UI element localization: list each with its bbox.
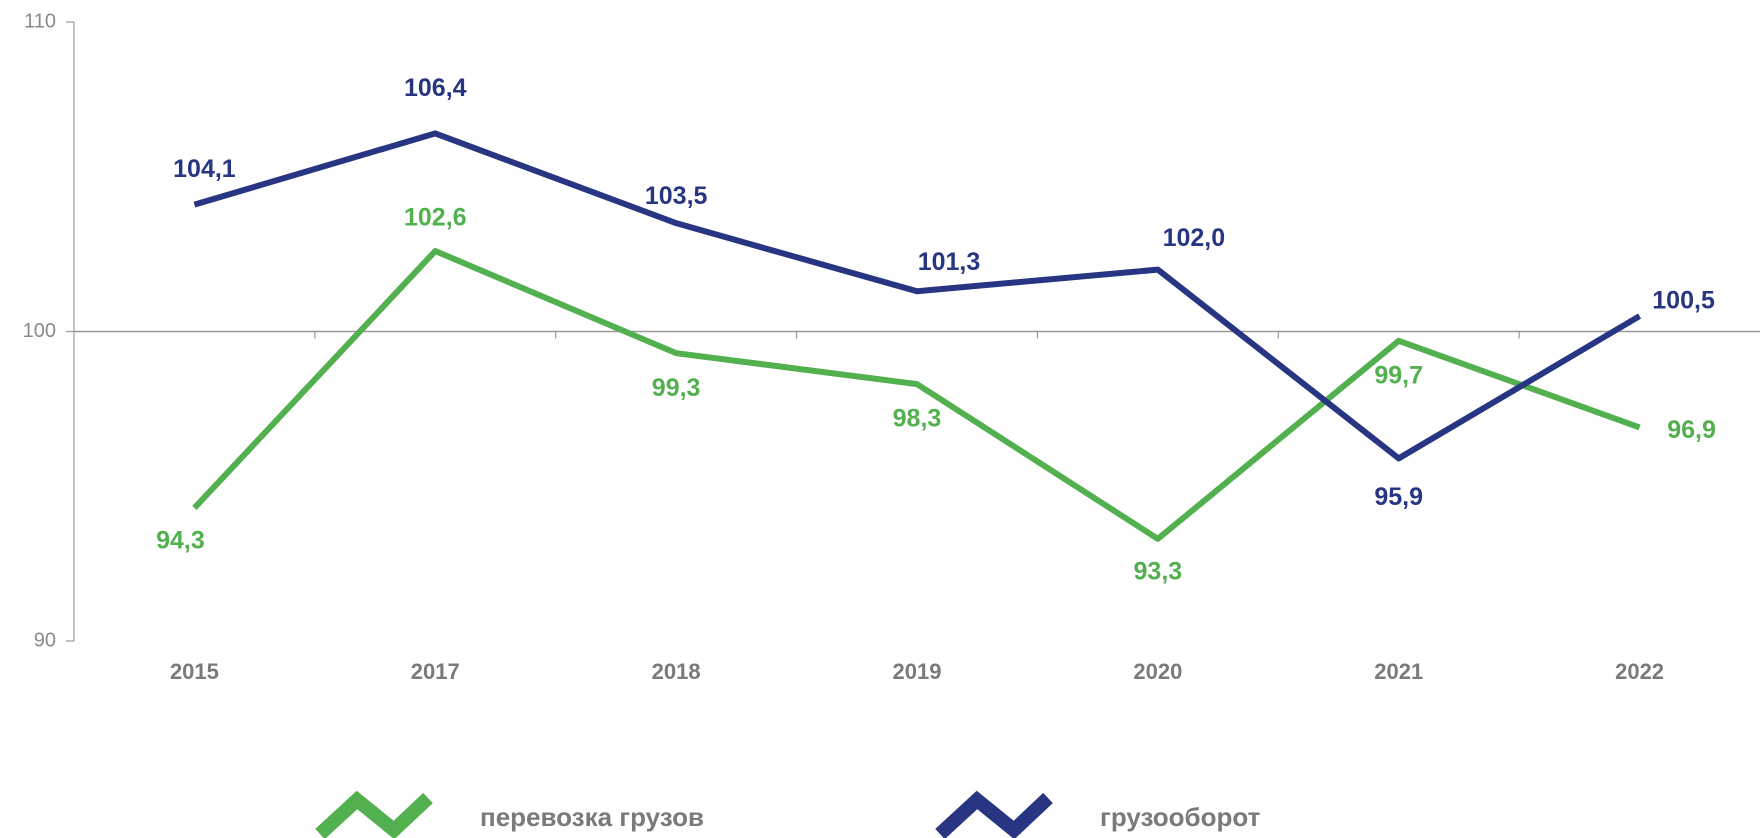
legend-icon <box>935 790 1053 838</box>
x-tick-label: 2015 <box>170 659 219 684</box>
series-line <box>193 130 1642 462</box>
x-tick-label: 2017 <box>411 659 460 684</box>
data-label: 99,3 <box>652 374 701 402</box>
legend-label: перевозка грузов <box>480 802 704 832</box>
data-label: 93,3 <box>1134 557 1183 585</box>
data-label: 102,6 <box>404 204 467 232</box>
x-tick-label: 2019 <box>893 659 942 684</box>
x-tick-label: 2021 <box>1374 659 1423 684</box>
x-tick-label: 2020 <box>1133 659 1182 684</box>
data-label: 102,0 <box>1163 224 1226 252</box>
data-label: 100,5 <box>1652 287 1715 315</box>
data-label: 103,5 <box>645 182 708 210</box>
data-label: 104,1 <box>173 155 236 183</box>
legend-label: грузооборот <box>1100 802 1261 832</box>
legend-icon <box>315 790 433 838</box>
y-tick-label: 100 <box>23 320 56 342</box>
x-tick-label: 2022 <box>1615 659 1664 684</box>
data-label: 106,4 <box>404 74 467 102</box>
y-tick-label: 110 <box>24 10 56 32</box>
data-label: 95,9 <box>1374 483 1423 511</box>
series-line <box>192 248 1641 542</box>
data-label: 101,3 <box>918 248 981 276</box>
x-tick-label: 2018 <box>652 659 701 684</box>
data-label: 94,3 <box>156 527 205 555</box>
data-label: 98,3 <box>893 405 942 433</box>
data-label: 99,7 <box>1374 361 1423 389</box>
y-tick-label: 90 <box>34 629 56 651</box>
data-label: 96,9 <box>1667 416 1716 444</box>
